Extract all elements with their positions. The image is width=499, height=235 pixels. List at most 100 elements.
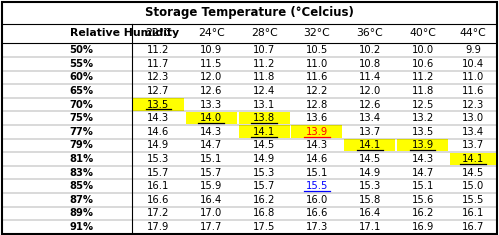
Bar [239, 112, 289, 124]
Text: 11.8: 11.8 [412, 86, 434, 96]
Text: 14.9: 14.9 [147, 140, 170, 150]
Text: 13.2: 13.2 [412, 113, 434, 123]
Text: 17.5: 17.5 [253, 222, 275, 232]
Text: 10.5: 10.5 [306, 45, 328, 55]
Text: 16.4: 16.4 [359, 208, 381, 218]
Text: 14.0: 14.0 [200, 113, 222, 123]
Text: 15.0: 15.0 [462, 181, 484, 191]
Text: 12.0: 12.0 [200, 72, 223, 82]
Text: 15.6: 15.6 [412, 195, 434, 205]
Text: 11.5: 11.5 [200, 59, 223, 69]
Text: 15.8: 15.8 [359, 195, 381, 205]
Text: 15.5: 15.5 [462, 195, 484, 205]
Text: 13.7: 13.7 [462, 140, 484, 150]
Text: 12.2: 12.2 [306, 86, 328, 96]
Text: 70%: 70% [70, 100, 93, 110]
Text: 12.8: 12.8 [306, 100, 328, 110]
Text: 17.2: 17.2 [147, 208, 170, 218]
Text: 14.3: 14.3 [412, 154, 434, 164]
Bar [344, 139, 395, 152]
Text: 11.6: 11.6 [306, 72, 328, 82]
Text: 75%: 75% [70, 113, 94, 123]
Text: 12.3: 12.3 [462, 100, 484, 110]
Text: 17.3: 17.3 [306, 222, 328, 232]
Text: 10.0: 10.0 [412, 45, 434, 55]
Text: 14.1: 14.1 [359, 140, 381, 150]
Text: 50%: 50% [70, 45, 94, 55]
Text: 11.8: 11.8 [253, 72, 275, 82]
Text: 89%: 89% [70, 208, 94, 218]
Text: 16.6: 16.6 [306, 208, 328, 218]
Text: 28°C: 28°C [250, 28, 277, 39]
Text: 10.4: 10.4 [462, 59, 484, 69]
Text: 10.2: 10.2 [359, 45, 381, 55]
Text: 16.1: 16.1 [462, 208, 484, 218]
Text: 14.9: 14.9 [253, 154, 275, 164]
Text: 16.8: 16.8 [253, 208, 275, 218]
Text: 17.1: 17.1 [359, 222, 381, 232]
Text: 32°C: 32°C [303, 28, 330, 39]
Text: 12.6: 12.6 [200, 86, 223, 96]
Text: 17.0: 17.0 [200, 208, 223, 218]
Text: 15.1: 15.1 [412, 181, 434, 191]
Text: 15.3: 15.3 [359, 181, 381, 191]
Text: 16.0: 16.0 [306, 195, 328, 205]
Text: 16.7: 16.7 [462, 222, 484, 232]
Text: 14.3: 14.3 [147, 113, 170, 123]
Text: 14.5: 14.5 [462, 168, 484, 178]
Text: 14.5: 14.5 [359, 154, 381, 164]
Text: Relative Humidity: Relative Humidity [70, 28, 179, 39]
Text: 13.4: 13.4 [462, 127, 484, 137]
Text: 15.5: 15.5 [306, 181, 328, 191]
Text: 16.6: 16.6 [147, 195, 170, 205]
Text: 15.9: 15.9 [200, 181, 223, 191]
Text: 85%: 85% [70, 181, 94, 191]
Text: 14.3: 14.3 [306, 140, 328, 150]
Text: 14.9: 14.9 [359, 168, 381, 178]
Text: 13.8: 13.8 [253, 113, 275, 123]
Text: 13.3: 13.3 [200, 100, 222, 110]
Text: 81%: 81% [70, 154, 94, 164]
Text: 15.7: 15.7 [147, 168, 170, 178]
Text: 83%: 83% [70, 168, 94, 178]
Text: 9.9: 9.9 [465, 45, 481, 55]
Text: 12.0: 12.0 [359, 86, 381, 96]
Text: 14.1: 14.1 [253, 127, 275, 137]
Text: 16.2: 16.2 [253, 195, 275, 205]
Text: 12.5: 12.5 [412, 100, 434, 110]
Text: 13.9: 13.9 [306, 127, 328, 137]
Text: 16.2: 16.2 [412, 208, 434, 218]
Text: 12.6: 12.6 [359, 100, 381, 110]
Text: 14.1: 14.1 [462, 154, 484, 164]
Text: 15.7: 15.7 [200, 168, 223, 178]
Text: 14.6: 14.6 [306, 154, 328, 164]
Text: 87%: 87% [70, 195, 94, 205]
Text: 12.4: 12.4 [253, 86, 275, 96]
Text: 11.7: 11.7 [147, 59, 170, 69]
Text: 15.1: 15.1 [306, 168, 328, 178]
Text: 10.8: 10.8 [359, 59, 381, 69]
Text: Storage Temperature (°Celcius): Storage Temperature (°Celcius) [145, 7, 354, 20]
Bar [186, 112, 237, 124]
Text: 17.9: 17.9 [147, 222, 170, 232]
Bar [450, 153, 496, 165]
Text: 65%: 65% [70, 86, 94, 96]
Text: 13.4: 13.4 [359, 113, 381, 123]
Bar [133, 98, 184, 111]
Text: 24°C: 24°C [198, 28, 225, 39]
Bar [239, 125, 289, 138]
Text: 11.4: 11.4 [359, 72, 381, 82]
Text: 10.7: 10.7 [253, 45, 275, 55]
Text: 13.9: 13.9 [412, 140, 434, 150]
Text: 13.5: 13.5 [147, 100, 170, 110]
Text: 14.7: 14.7 [200, 140, 223, 150]
Text: 15.1: 15.1 [200, 154, 223, 164]
Text: 79%: 79% [70, 140, 93, 150]
Text: 13.5: 13.5 [412, 127, 434, 137]
Text: 77%: 77% [70, 127, 93, 137]
Text: 11.0: 11.0 [462, 72, 484, 82]
Bar [291, 125, 342, 138]
Text: 15.7: 15.7 [253, 181, 275, 191]
Text: 13.6: 13.6 [306, 113, 328, 123]
Text: 91%: 91% [70, 222, 94, 232]
